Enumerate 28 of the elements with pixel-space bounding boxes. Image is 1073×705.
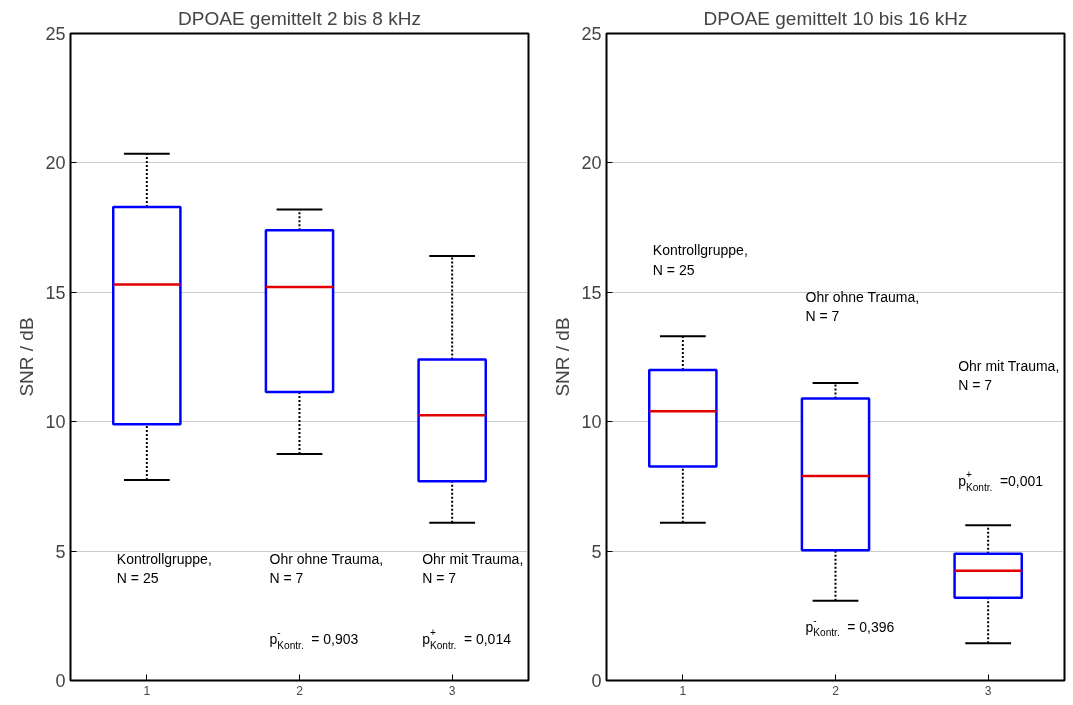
x-tick-label: 1 bbox=[679, 683, 687, 698]
x-tick-label: 1 bbox=[143, 683, 151, 698]
x-tick-label: 2 bbox=[296, 683, 304, 698]
y-tick-label: 0 bbox=[591, 671, 602, 691]
y-tick-label: 25 bbox=[45, 24, 66, 44]
annotation: Ohr mit Trauma, N = 7 bbox=[958, 358, 1060, 394]
y-tick-label: 5 bbox=[591, 541, 602, 562]
y-tick-label: 15 bbox=[45, 282, 66, 303]
y-tick-label: 15 bbox=[581, 282, 602, 303]
annotation: Kontrollgruppe, N = 25 bbox=[652, 242, 748, 278]
x-tick-label: 2 bbox=[832, 683, 840, 698]
chart-title: DPOAE gemittelt 10 bis 16 kHz bbox=[703, 7, 968, 29]
y-tick-label: 20 bbox=[45, 153, 66, 174]
y-tick-label: 10 bbox=[581, 412, 602, 433]
y-tick-label: 10 bbox=[45, 412, 66, 433]
x-tick-label: 3 bbox=[984, 683, 992, 698]
annotation: Ohr ohne Trauma, N = 7 bbox=[269, 551, 384, 587]
y-tick-label: 0 bbox=[55, 671, 66, 691]
annotation: Ohr mit Trauma, N = 7 bbox=[422, 551, 524, 587]
annotation: Ohr ohne Trauma, N = 7 bbox=[805, 289, 920, 325]
y-axis-title: SNR / dB bbox=[552, 317, 574, 397]
y-tick-label: 5 bbox=[55, 541, 66, 562]
y-axis-title: SNR / dB bbox=[16, 317, 38, 397]
x-tick-label: 3 bbox=[448, 683, 456, 698]
y-tick-label: 20 bbox=[581, 153, 602, 174]
annotation: Kontrollgruppe, N = 25 bbox=[116, 551, 212, 587]
chart-title: DPOAE gemittelt 2 bis 8 kHz bbox=[178, 7, 421, 29]
y-tick-label: 25 bbox=[581, 24, 602, 44]
